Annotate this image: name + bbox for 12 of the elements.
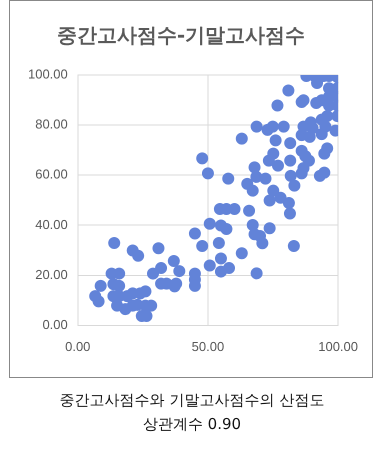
text: 상관계수 0.90 — [142, 414, 242, 435]
y-tick-label: 60.00 — [35, 166, 68, 182]
y-tick-label: 20.00 — [35, 266, 68, 282]
x-tick-label: 50.00 — [192, 338, 224, 354]
x-tick-label: 100.00 — [318, 338, 358, 354]
y-tick-label: 40.00 — [35, 216, 68, 232]
y-tick-label: 100.00 — [28, 66, 68, 82]
x-tick-label: 0.00 — [65, 338, 90, 354]
y-tick-label: 80.00 — [35, 116, 68, 132]
chart-title: 중간고사점수-기말고사점수 — [56, 23, 306, 48]
text: 중간고사점수와 기말고사점수의 산점도 — [58, 390, 326, 411]
y-tick-label: 0.00 — [42, 316, 68, 332]
